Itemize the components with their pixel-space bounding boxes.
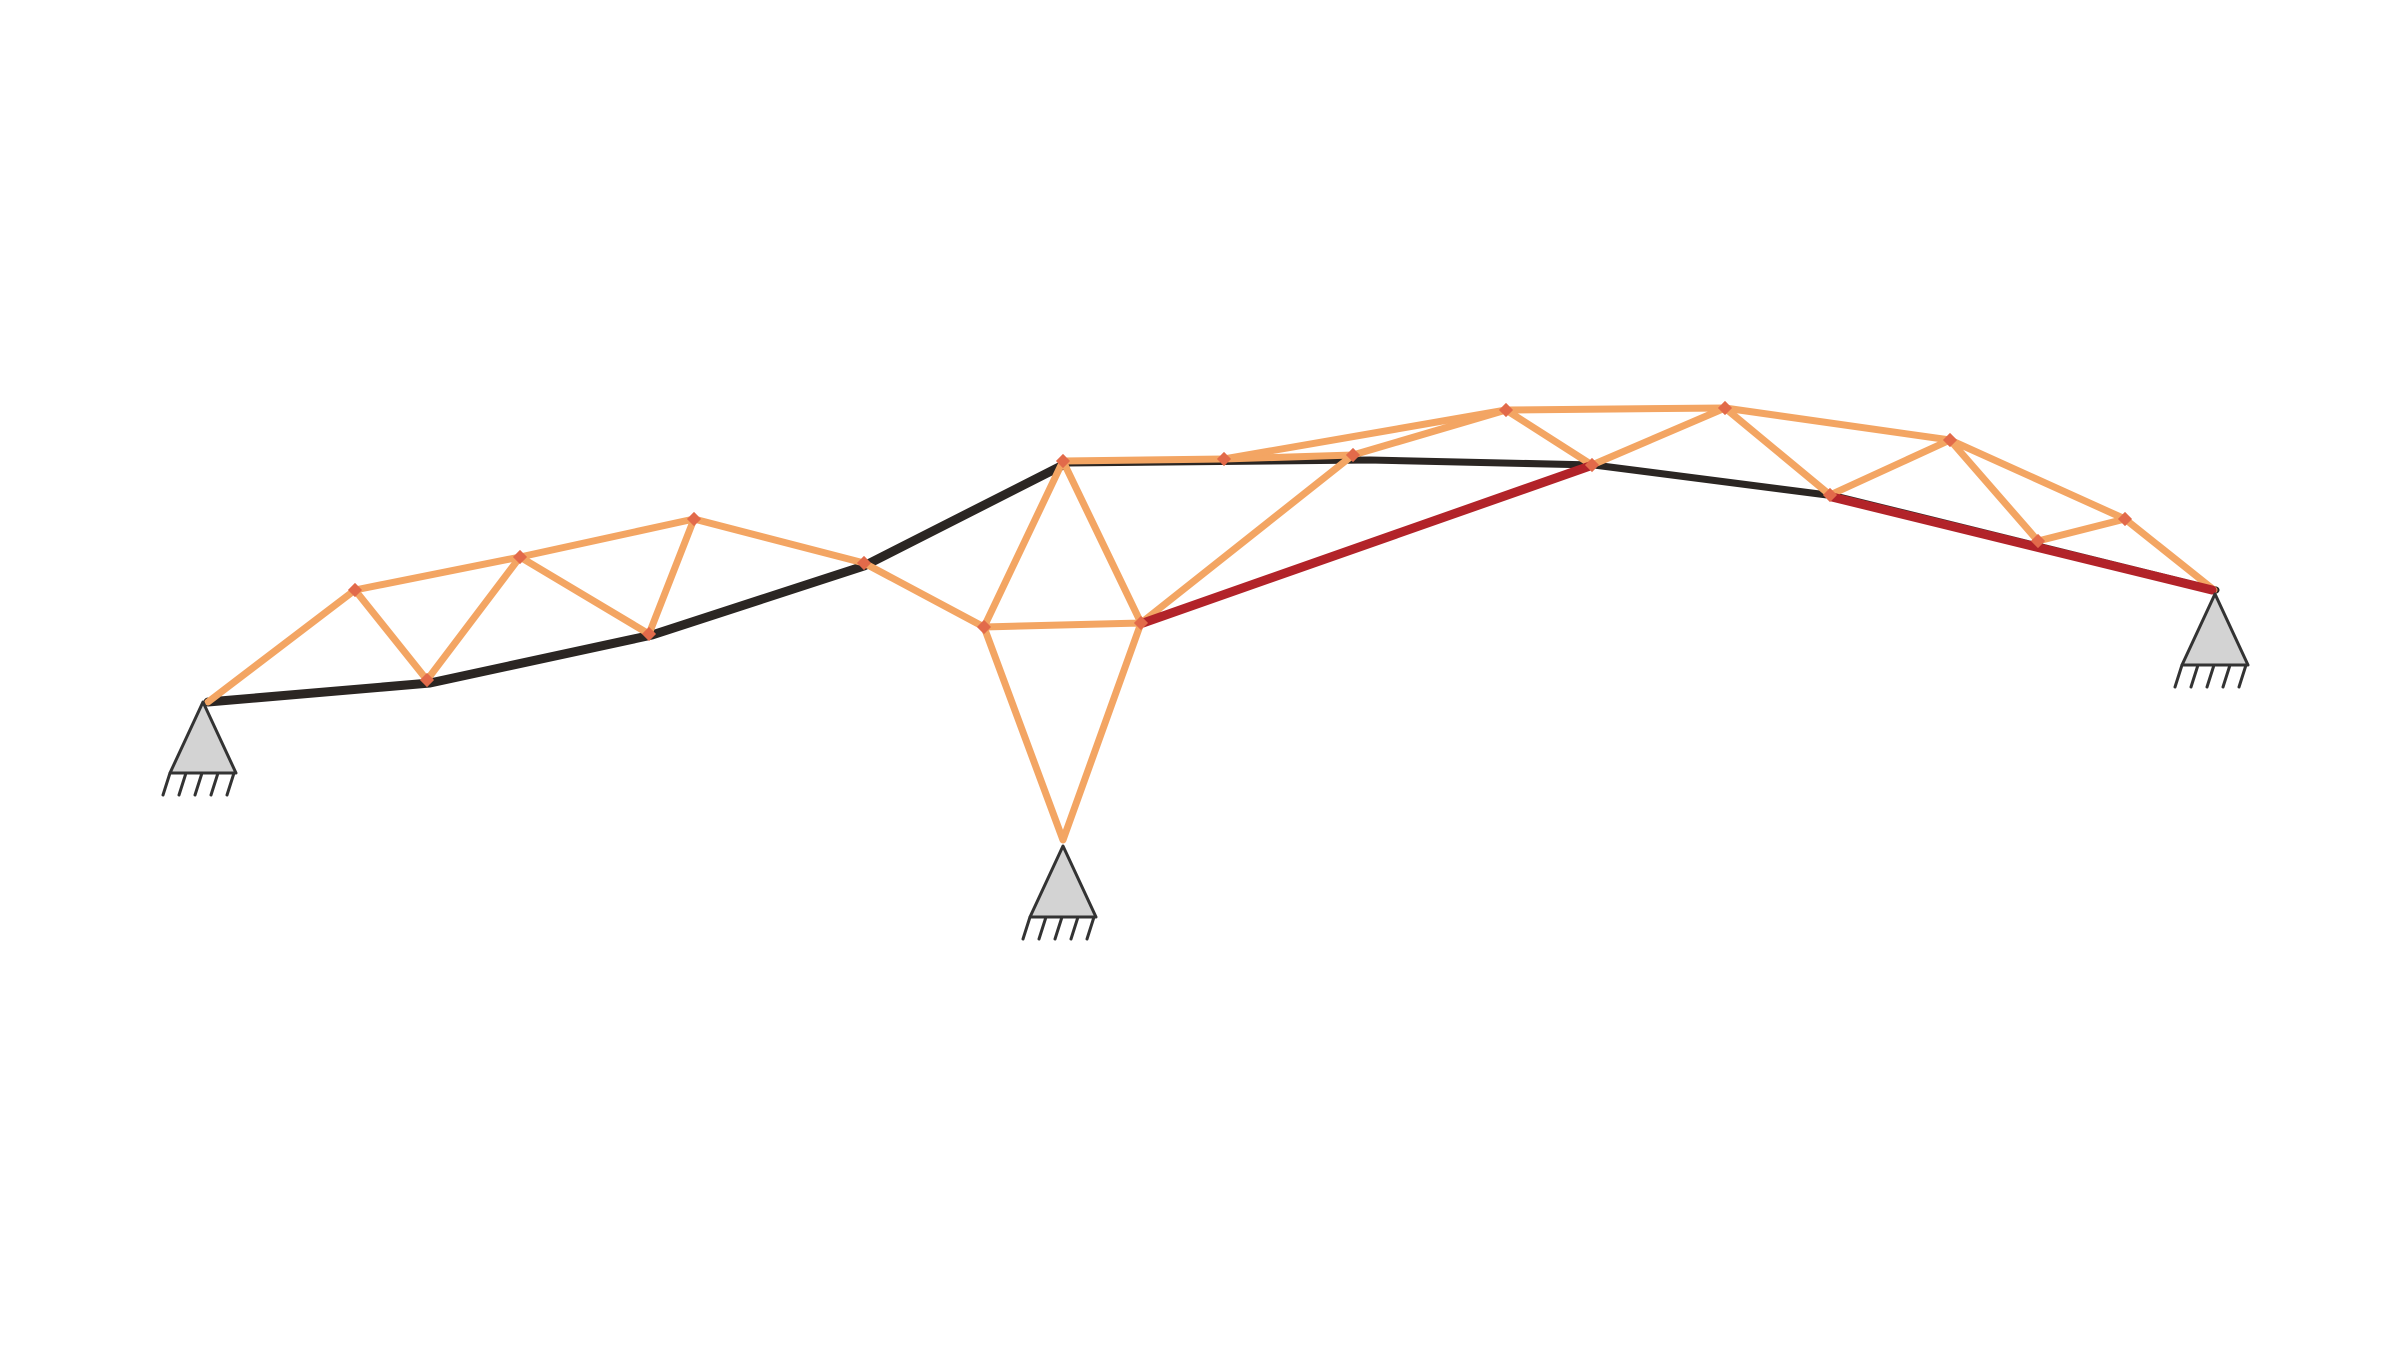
deformed-top-chord-left	[204, 515, 988, 706]
node-marker	[641, 626, 657, 642]
node-marker	[976, 619, 992, 635]
support-triangle	[1028, 844, 1098, 919]
center-support	[1021, 844, 1098, 941]
right-support	[2173, 592, 2250, 689]
node-marker	[1717, 400, 1733, 416]
reference-chord-left	[203, 458, 1072, 707]
node-marker	[1133, 615, 1149, 631]
stressed-members	[1138, 461, 2217, 628]
deformed-top-chord-right	[1220, 404, 2218, 594]
node-markers	[347, 400, 2133, 688]
left-support	[161, 700, 238, 797]
node-marker	[1584, 457, 1600, 473]
deformed-web-left	[351, 515, 698, 684]
supports	[161, 592, 2250, 941]
reference-structure	[203, 456, 2220, 707]
stressed-member-right	[1827, 492, 2217, 595]
node-marker	[347, 582, 363, 598]
deformed-structure	[204, 404, 2218, 844]
node-marker	[1055, 453, 1071, 469]
node-marker	[686, 511, 702, 527]
node-marker	[1345, 447, 1361, 463]
node-marker	[512, 549, 528, 565]
node-marker	[1822, 487, 1838, 503]
node-marker	[1498, 402, 1514, 418]
support-triangle	[2180, 592, 2250, 667]
ground-hatch	[2173, 663, 2248, 689]
node-marker	[419, 672, 435, 688]
stressed-member-mid	[1138, 461, 1595, 628]
support-triangle	[168, 700, 238, 775]
node-marker	[1942, 432, 1958, 448]
ground-hatch	[161, 771, 236, 797]
ground-hatch	[1021, 915, 1096, 941]
node-marker	[856, 555, 872, 571]
deformed-tower-outline	[980, 457, 1145, 844]
node-marker	[1216, 451, 1232, 467]
node-marker	[2030, 533, 2046, 549]
